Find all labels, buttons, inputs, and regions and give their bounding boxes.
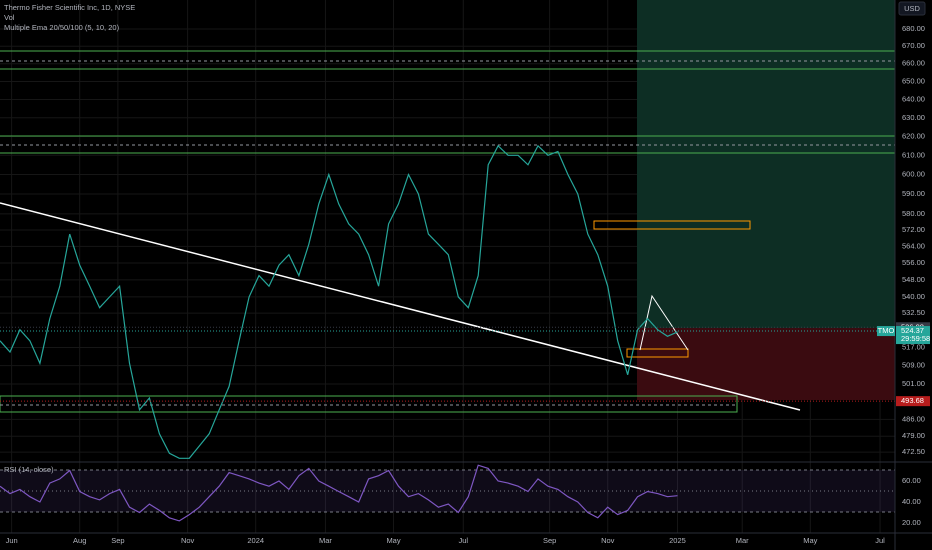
- trendline: [0, 202, 801, 411]
- x-tick-label: Jun: [6, 536, 18, 545]
- y-tick-label: 660.00: [902, 59, 925, 68]
- y-tick-label: 60.00: [902, 476, 921, 485]
- rsi-pane: [0, 464, 678, 522]
- price-tag-label: 493.68: [901, 396, 924, 405]
- x-tick-label: 2024: [247, 536, 264, 545]
- y-tick-label: 630.00: [902, 113, 925, 122]
- x-tick-label: May: [803, 536, 817, 545]
- y-tick-label: 548.00: [902, 275, 925, 284]
- price-tag: [896, 396, 930, 407]
- y-tick-label: 620.00: [902, 131, 925, 140]
- x-tick-label: Jul: [458, 536, 468, 545]
- axes: 680.00 670.00 660.00 650.00 640.00 630.00 620.…: [6, 24, 931, 545]
- y-tick-label: 540.00: [902, 292, 925, 301]
- y-tick-label: 580.00: [902, 209, 925, 218]
- y-tick-label: 680.00: [902, 24, 925, 33]
- target-zone: [637, 0, 895, 328]
- order-block: [593, 220, 751, 230]
- y-tick-label: 501.00: [902, 379, 925, 388]
- y-tick-label: 486.00: [902, 414, 925, 423]
- volume-label: Vol: [4, 13, 15, 22]
- currency-button[interactable]: [898, 1, 926, 16]
- countdown: 29:59:58: [901, 334, 930, 343]
- y-tick-label: 509.00: [902, 361, 925, 370]
- symbol-title: Thermo Fisher Scientific Inc, 1D, NYSE: [4, 3, 135, 12]
- x-tick-label: Nov: [601, 536, 615, 545]
- x-tick-label: Aug: [73, 536, 86, 545]
- y-tick-label: 517.00: [902, 342, 925, 351]
- y-tick-label: 650.00: [902, 76, 925, 85]
- indicator-label: Multiple Ema 20/50/100 (5, 10, 20): [4, 23, 120, 32]
- y-tick-label: 20.00: [902, 518, 921, 527]
- x-tick-label: Sep: [543, 536, 556, 545]
- series-line: [0, 144, 678, 459]
- x-tick-label: Jul: [875, 536, 885, 545]
- y-tick-label: 572.00: [902, 225, 925, 234]
- price-tag: [896, 326, 930, 345]
- x-tick-label: Mar: [736, 536, 749, 545]
- price-tag-label: 524.37: [901, 326, 924, 335]
- series-line: [0, 464, 678, 522]
- support-box: [0, 395, 738, 413]
- y-tick-label: 610.00: [902, 150, 925, 159]
- y-tick-label: 556.00: [902, 258, 925, 267]
- y-tick-label: 532.50: [902, 308, 925, 317]
- y-tick-label: 640.00: [902, 94, 925, 103]
- symbol-tag-label: TMO: [878, 326, 895, 335]
- stop-zone: [637, 328, 895, 400]
- y-tick-label: 670.00: [902, 41, 925, 50]
- x-tick-label: 2025: [669, 536, 686, 545]
- y-tick-label: 564.00: [902, 241, 925, 250]
- y-tick-label: 479.00: [902, 431, 925, 440]
- rsi-title: RSI (14, close): [4, 465, 54, 474]
- price-pane: [0, 144, 895, 459]
- x-tick-label: May: [386, 536, 400, 545]
- symbol-tag: [877, 326, 895, 337]
- y-tick-label: 590.00: [902, 189, 925, 198]
- x-tick-label: Sep: [111, 536, 124, 545]
- x-tick-label: Mar: [319, 536, 332, 545]
- y-tick-label: 600.00: [902, 169, 925, 178]
- y-tick-label: 472.50: [902, 447, 925, 456]
- x-tick-label: Nov: [181, 536, 195, 545]
- currency[interactable]: USD: [904, 4, 920, 13]
- order-block: [626, 348, 689, 358]
- y-tick-label: 40.00: [902, 497, 921, 506]
